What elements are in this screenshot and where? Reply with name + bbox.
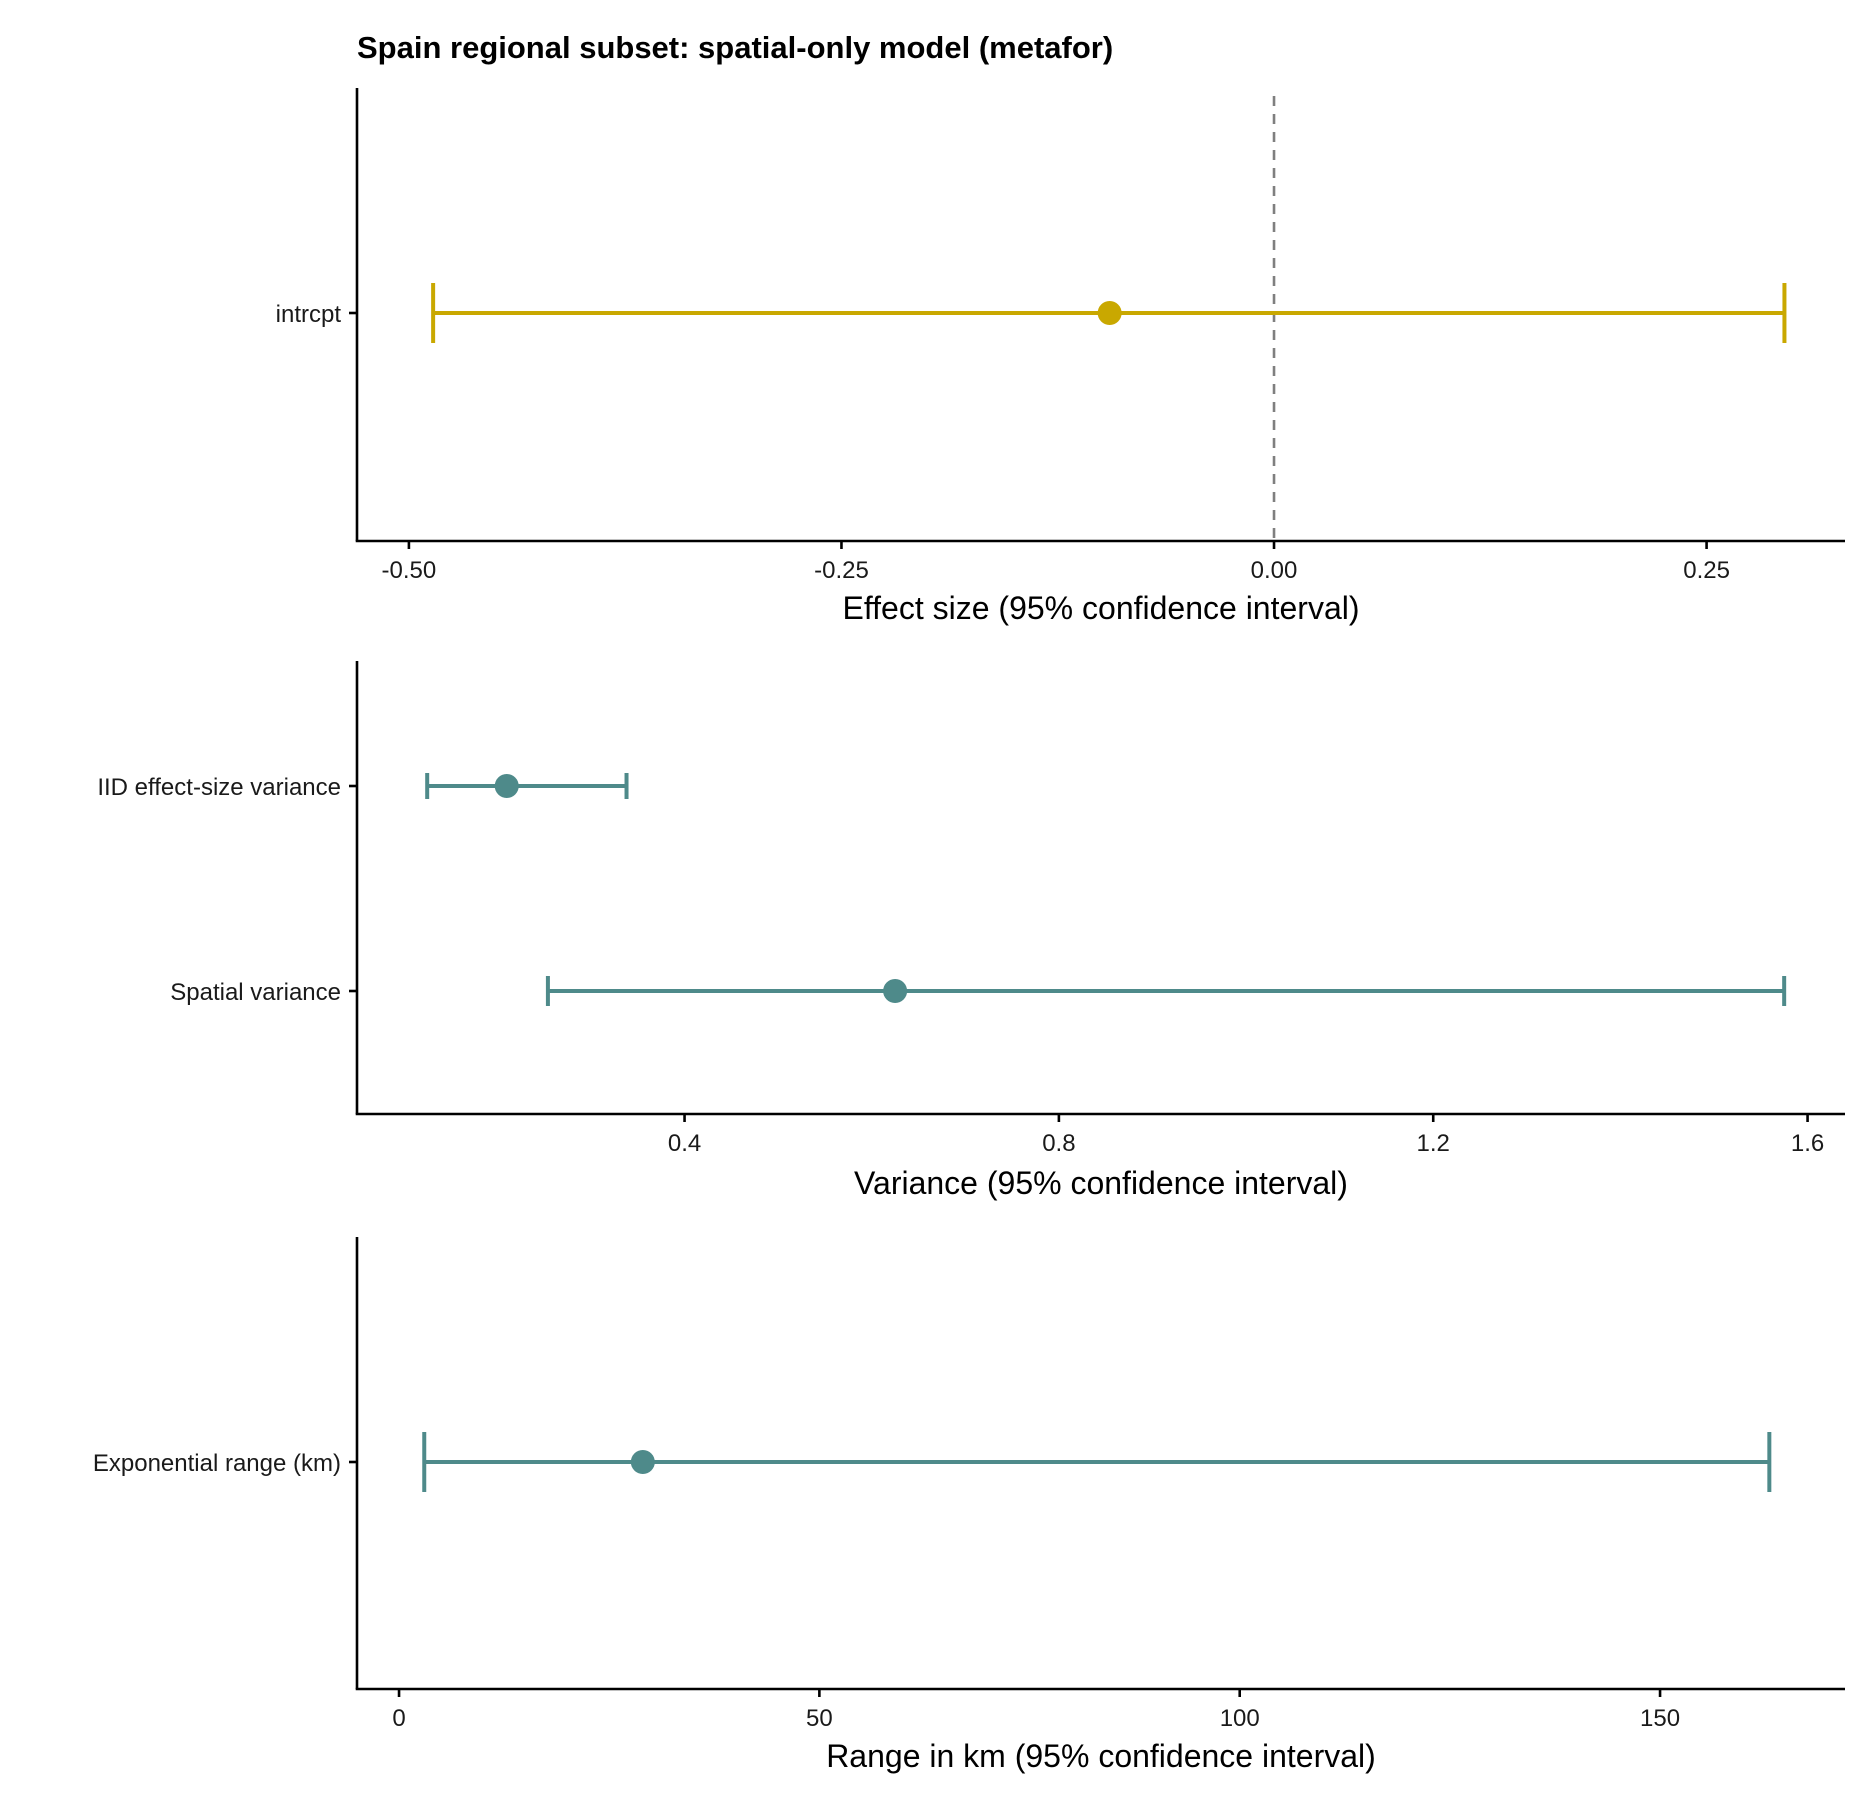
x-axis-title: Effect size (95% confidence interval) [843,590,1360,626]
x-axis-title: Variance (95% confidence interval) [854,1165,1348,1201]
x-tick-label: 0.4 [668,1130,701,1157]
point-estimate [883,979,908,1003]
x-tick-label: -0.50 [382,557,437,584]
x-tick-label: 50 [806,1705,833,1732]
point-estimate [494,774,519,798]
x-tick-label: 1.6 [1791,1130,1824,1157]
y-tick-label: Spatial variance [170,979,341,1006]
x-tick-label: -0.25 [814,557,869,584]
x-tick-label: 0.8 [1042,1130,1075,1157]
x-tick-label: 150 [1640,1705,1680,1732]
point-estimate [630,1450,655,1474]
x-tick-label: 1.2 [1417,1130,1450,1157]
x-tick-label: 0.25 [1683,557,1730,584]
y-tick-label: Exponential range (km) [93,1450,341,1477]
point-estimate [1097,301,1122,325]
x-tick-label: 100 [1220,1705,1260,1732]
chart-title: Spain regional subset: spatial-only mode… [357,30,1114,65]
x-tick-label: 0.00 [1251,557,1298,584]
y-tick-label: intrcpt [276,301,342,328]
x-tick-label: 0 [392,1705,405,1732]
x-axis-title: Range in km (95% confidence interval) [826,1738,1376,1774]
y-tick-label: IID effect-size variance [97,774,341,801]
